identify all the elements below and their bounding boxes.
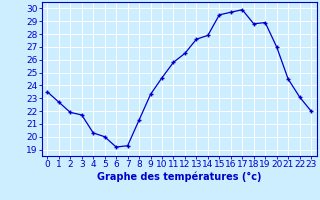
X-axis label: Graphe des températures (°c): Graphe des températures (°c) (97, 172, 261, 182)
